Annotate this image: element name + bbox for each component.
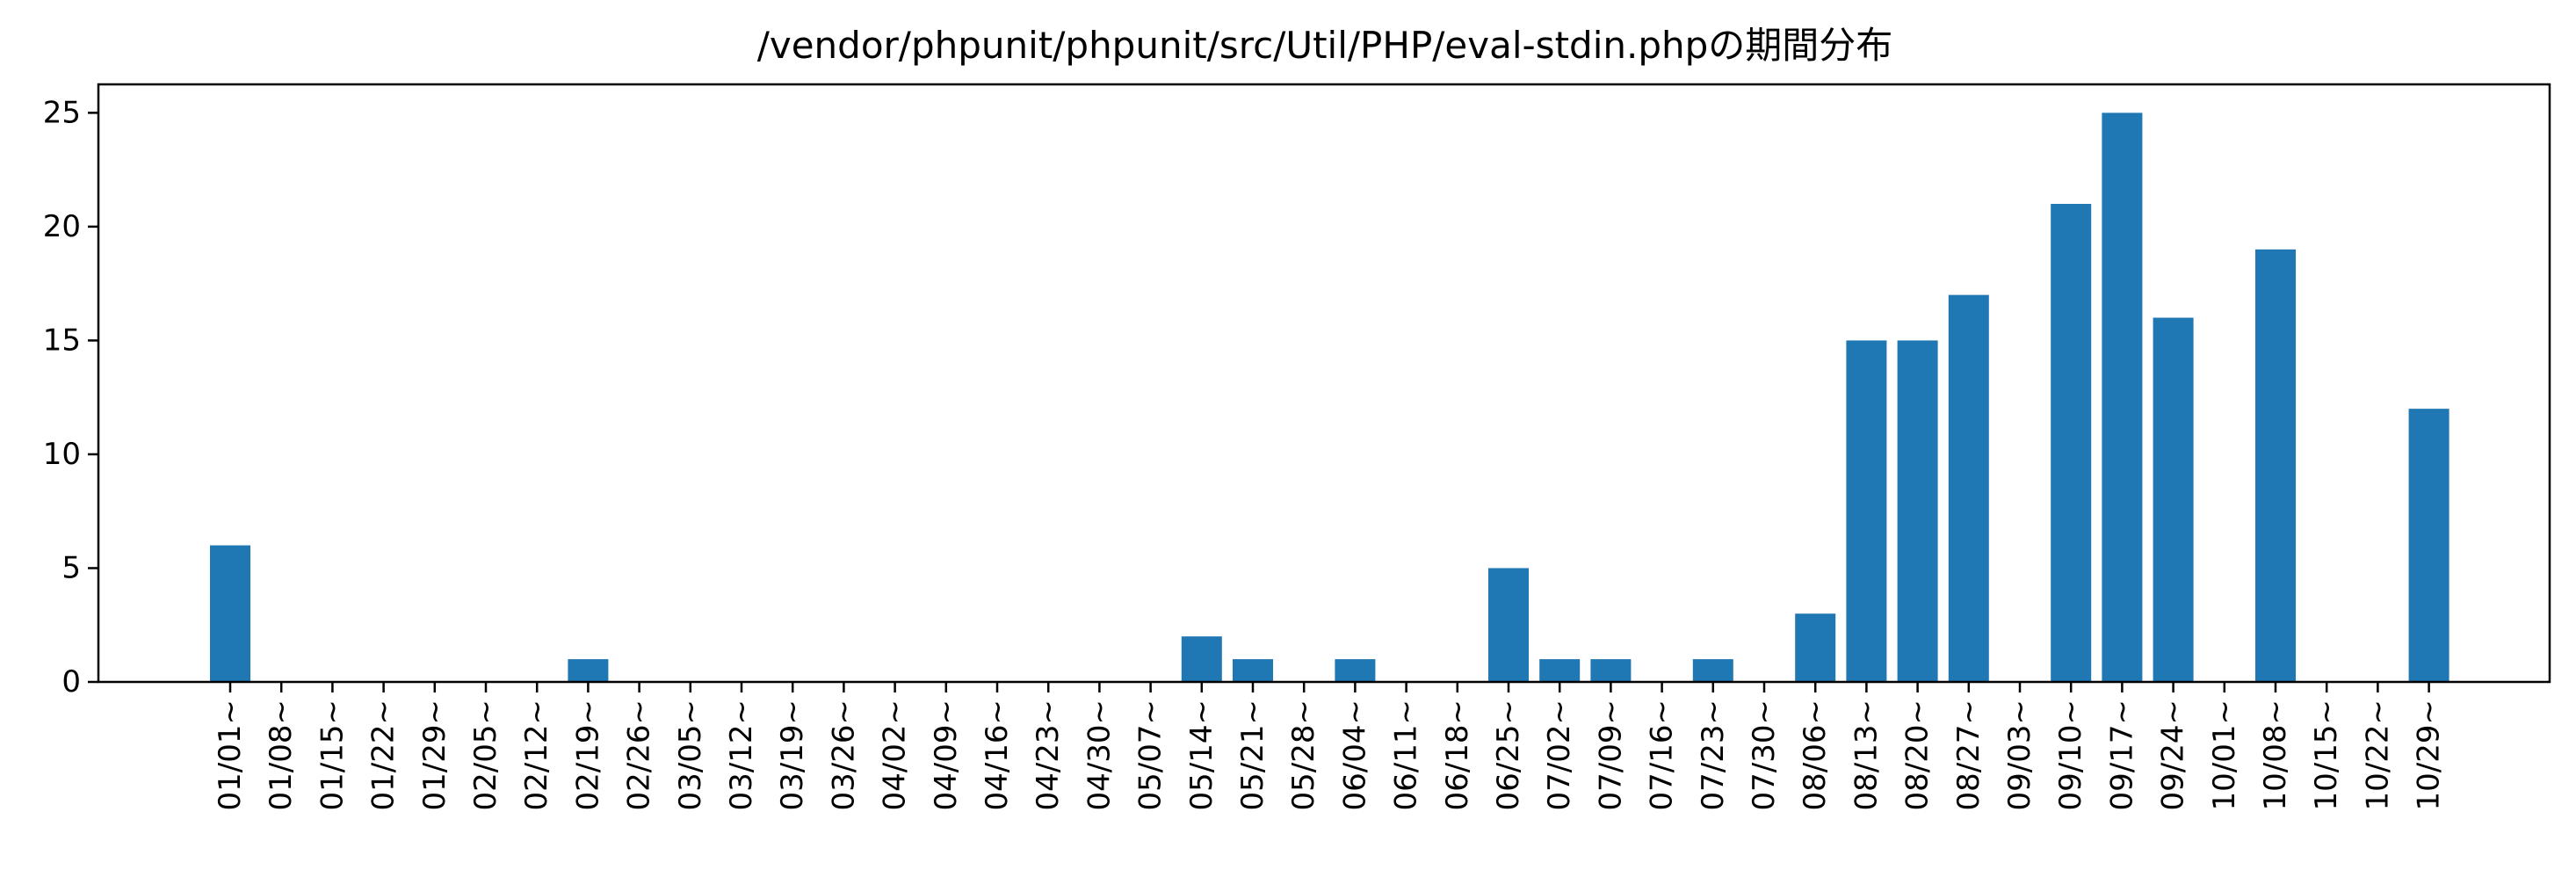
x-tick-label: 07/09~ — [1593, 700, 1628, 810]
x-tick-label: 07/23~ — [1696, 700, 1731, 810]
bar-02/19~ — [568, 659, 609, 682]
x-tick-label: 04/02~ — [878, 700, 913, 810]
bar-08/06~ — [1795, 613, 1836, 682]
x-tick-label: 10/29~ — [2412, 700, 2447, 810]
x-tick-label: 04/23~ — [1031, 700, 1066, 810]
bar-10/08~ — [2255, 249, 2296, 682]
bar-01/01~ — [210, 545, 250, 682]
x-tick-label: 07/16~ — [1645, 700, 1680, 810]
x-tick-label: 05/21~ — [1235, 700, 1270, 810]
x-tick-label: 05/14~ — [1184, 700, 1219, 810]
bar-05/14~ — [1181, 636, 1222, 682]
x-tick-label: 09/10~ — [2053, 700, 2088, 810]
bar-10/29~ — [2408, 409, 2449, 682]
x-tick-label: 09/17~ — [2104, 700, 2139, 810]
x-tick-label: 02/26~ — [622, 700, 657, 810]
x-tick-label: 09/03~ — [2002, 700, 2037, 810]
x-tick-label: 04/16~ — [980, 700, 1015, 810]
bar-09/10~ — [2051, 204, 2092, 682]
bars-group — [210, 112, 2449, 682]
x-tick-label: 03/26~ — [826, 700, 861, 810]
x-tick-label: 08/20~ — [1900, 700, 1936, 810]
x-tick-label: 01/08~ — [264, 700, 299, 810]
bar-08/20~ — [1897, 340, 1938, 682]
x-tick-label: 01/22~ — [366, 700, 402, 810]
x-tick-label: 05/28~ — [1286, 700, 1321, 810]
x-tick-label: 07/30~ — [1747, 700, 1782, 810]
bar-05/21~ — [1233, 659, 1273, 682]
x-tick-label: 08/27~ — [1951, 700, 1986, 810]
y-axis: 0 5 10 15 20 25 — [43, 95, 98, 700]
x-tick-label: 03/12~ — [724, 700, 759, 810]
bar-08/27~ — [1948, 294, 1989, 682]
x-tick-label: 06/11~ — [1389, 700, 1424, 810]
x-tick-label: 03/19~ — [775, 700, 810, 810]
bar-09/17~ — [2102, 112, 2143, 682]
x-tick-label: 10/01~ — [2207, 700, 2242, 810]
x-tick-label: 06/04~ — [1337, 700, 1372, 810]
x-tick-label: 03/05~ — [673, 700, 708, 810]
x-tick-label: 04/09~ — [929, 700, 964, 810]
x-tick-label: 10/08~ — [2258, 700, 2293, 810]
bar-08/13~ — [1846, 340, 1887, 682]
y-tick-label: 20 — [43, 209, 81, 244]
bar-09/24~ — [2153, 317, 2194, 682]
x-tick-label: 09/24~ — [2156, 700, 2191, 810]
plot-frame — [97, 83, 2551, 684]
x-tick-label: 05/07~ — [1133, 700, 1169, 810]
x-tick-label: 10/22~ — [2360, 700, 2395, 810]
x-tick-label: 04/30~ — [1082, 700, 1117, 810]
chart-title: /vendor/phpunit/phpunit/src/Util/PHP/eva… — [757, 24, 1893, 67]
x-tick-label: 02/05~ — [468, 700, 503, 810]
bar-07/23~ — [1692, 659, 1733, 682]
x-tick-label: 01/15~ — [315, 700, 350, 810]
x-tick-label: 02/19~ — [570, 700, 605, 810]
x-tick-label: 01/01~ — [213, 700, 248, 810]
y-tick-label: 10 — [43, 437, 81, 472]
y-tick-label: 15 — [43, 323, 81, 358]
x-tick-label: 06/18~ — [1440, 700, 1475, 810]
x-tick-label: 08/06~ — [1798, 700, 1833, 810]
x-tick-label: 06/25~ — [1491, 700, 1526, 810]
x-tick-label: 08/13~ — [1849, 700, 1884, 810]
bar-06/25~ — [1488, 568, 1529, 682]
y-tick-label: 5 — [62, 550, 81, 585]
y-tick-label: 0 — [62, 664, 81, 700]
x-tick-label: 02/12~ — [519, 700, 554, 810]
bar-06/04~ — [1335, 659, 1376, 682]
bar-07/09~ — [1590, 659, 1632, 682]
x-axis: 01/01~ 01/08~ 01/15~ 01/22~ 01/29~ 02/05~ 02/1… — [213, 682, 2447, 810]
x-tick-label: 01/29~ — [417, 700, 452, 810]
y-tick-label: 25 — [43, 95, 81, 130]
x-tick-label: 10/15~ — [2309, 700, 2344, 810]
bar-07/02~ — [1539, 659, 1581, 682]
x-tick-label: 07/02~ — [1542, 700, 1577, 810]
